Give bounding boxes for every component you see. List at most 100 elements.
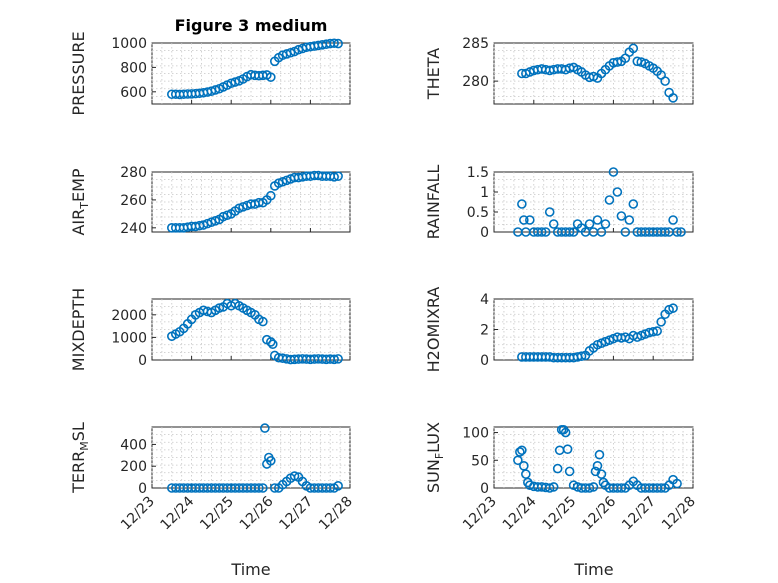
mixdepth-ytick-label: 0 — [138, 353, 147, 369]
h2omixra-data-point — [652, 326, 662, 336]
air_temp-ytick-label: 280 — [120, 165, 147, 181]
rainfall-data-point — [608, 167, 619, 177]
terr_msl-data-point — [254, 483, 264, 493]
rainfall-data-point — [544, 207, 555, 217]
sun_flux-xtick-label: 12/26 — [579, 493, 619, 533]
sun_flux-xtick-label: 12/24 — [500, 493, 540, 533]
air_temp-ylabel-main: AIR — [69, 209, 88, 236]
terr_msl-data-point — [260, 423, 270, 433]
h2omixra-data-point — [648, 326, 659, 337]
terr_msl-data-point — [265, 455, 276, 466]
terr_msl-ylabel-tail: SL — [69, 422, 88, 441]
theta-data-point — [628, 43, 639, 54]
h2omixra-ylabel-main: H2OMIXRA — [424, 287, 443, 373]
pressure-data-point — [285, 47, 296, 58]
terr_msl-xtick-label: 12/26 — [237, 493, 277, 533]
rainfall-ytick-label: 1.5 — [467, 165, 489, 181]
sun_flux-xtick-label: 12/23 — [460, 494, 500, 534]
pressure-data-point — [210, 85, 221, 95]
rainfall-data-point — [600, 219, 611, 229]
air_temp-data-point — [254, 197, 264, 208]
terr_msl-xtick-label: 12/28 — [316, 494, 356, 534]
pressure-ytick-label: 600 — [120, 85, 147, 101]
subplot-h2omixra: 0 2 4 H2OMIXRA — [424, 287, 694, 373]
sun_flux-ylabel-sub: F — [433, 453, 446, 459]
mixdepth-ytick-label: 2000 — [111, 308, 147, 324]
terr_msl-xtick-label: 12/24 — [158, 493, 198, 533]
sun_flux-data-point — [548, 482, 559, 492]
figure-title: Figure 3 medium — [175, 16, 328, 35]
pressure-ytick-label: 1000 — [111, 36, 147, 52]
sun_flux-data-point — [588, 482, 599, 492]
rainfall-data-point — [519, 215, 529, 225]
subplot-terr_msl: 0 200 400 12/23 12/24 12/25 12/26 12/27 12/28 TER… — [69, 422, 356, 533]
sun_flux-xtick-label: 12/25 — [540, 494, 580, 534]
sun_flux-xtick-label: 12/27 — [619, 494, 659, 534]
terr_msl-data-point — [269, 483, 280, 493]
sun_flux-ylabel-main: SUN — [424, 459, 443, 493]
air_temp-y-axis-label: AIRTEMP — [69, 168, 91, 235]
air_temp-data-point — [265, 190, 276, 201]
mixdepth-ytick-label: 1000 — [111, 330, 147, 346]
sun_flux-y-axis-label: SUNFLUX — [424, 422, 446, 493]
terr_msl-ylabel-sub: M — [78, 441, 91, 451]
rainfall-data-point — [592, 215, 603, 225]
rainfall-data-point — [612, 187, 623, 197]
sun_flux-data-point — [562, 444, 573, 454]
theta-data-point — [660, 76, 670, 86]
subplot-air_temp: 240 260 280 AIRTEMP — [69, 165, 351, 237]
pressure-data-point — [265, 72, 276, 82]
terr_msl-xtick-label: 12/23 — [118, 494, 158, 534]
sun_flux-data-point — [592, 461, 603, 471]
air_temp-ytick-label: 260 — [120, 193, 147, 209]
h2omixra-data-point — [576, 351, 587, 361]
rainfall-data-point — [540, 227, 551, 237]
h2omixra-ytick-label: 0 — [480, 353, 489, 369]
terr_msl-ytick-label: 200 — [120, 459, 147, 475]
h2omixra-ytick-label: 2 — [480, 323, 489, 339]
mixdepth-data-point — [267, 339, 278, 349]
h2omixra-y-axis-label: H2OMIXRA — [424, 287, 443, 373]
pressure-data-point — [230, 77, 240, 87]
sun_flux-data-point — [584, 483, 595, 493]
pressure-ytick-label: 800 — [120, 60, 147, 76]
rainfall-data-point — [536, 227, 547, 237]
mixdepth-data-point — [333, 354, 343, 364]
sun_flux-data-point — [656, 483, 666, 493]
pressure-data-point — [333, 38, 343, 49]
sun_flux-data-point — [594, 449, 605, 460]
sun_flux-ytick-label: 100 — [462, 426, 489, 442]
h2omixra-data-point — [668, 303, 678, 313]
subplot-pressure: 600 800 1000 PRESSURE — [69, 31, 351, 116]
rainfall-data-point — [616, 211, 627, 221]
h2omixra-ytick-label: 4 — [480, 292, 489, 308]
x-axis-label-right: Time — [573, 560, 613, 579]
theta-ylabel-main: THETA — [424, 48, 443, 100]
terr_msl-data-point — [333, 481, 343, 491]
theta-ytick-label: 285 — [462, 36, 489, 52]
rainfall-data-point — [672, 227, 682, 237]
rainfall-data-point — [668, 215, 678, 225]
air_temp-data-point — [333, 171, 343, 181]
rainfall-data-point — [564, 227, 575, 237]
terr_msl-xtick-label: 12/27 — [276, 494, 316, 534]
mixdepth-data-point — [329, 354, 339, 365]
sun_flux-data-point — [616, 483, 627, 493]
theta-data-point — [668, 93, 678, 103]
sun_flux-ytick-label: 0 — [480, 481, 489, 497]
air_temp-data-point — [329, 172, 339, 182]
terr_msl-ytick-label: 400 — [120, 437, 147, 453]
rainfall-data-point — [525, 215, 535, 225]
h2omixra-data-point — [656, 317, 666, 327]
sun_flux-ytick-label: 50 — [471, 453, 489, 469]
rainfall-data-point — [548, 219, 559, 229]
rainfall-data-point — [628, 199, 639, 209]
sun_flux-data-point — [672, 478, 682, 489]
sun_flux-data-point — [560, 427, 571, 438]
rainfall-y-axis-label: RAINFALL — [424, 165, 443, 240]
subplot-theta: 280 285 THETA — [424, 36, 694, 105]
sun_flux-data-point — [544, 483, 555, 493]
rainfall-data-point — [620, 227, 631, 237]
air_temp-ytick-label: 240 — [120, 221, 147, 237]
